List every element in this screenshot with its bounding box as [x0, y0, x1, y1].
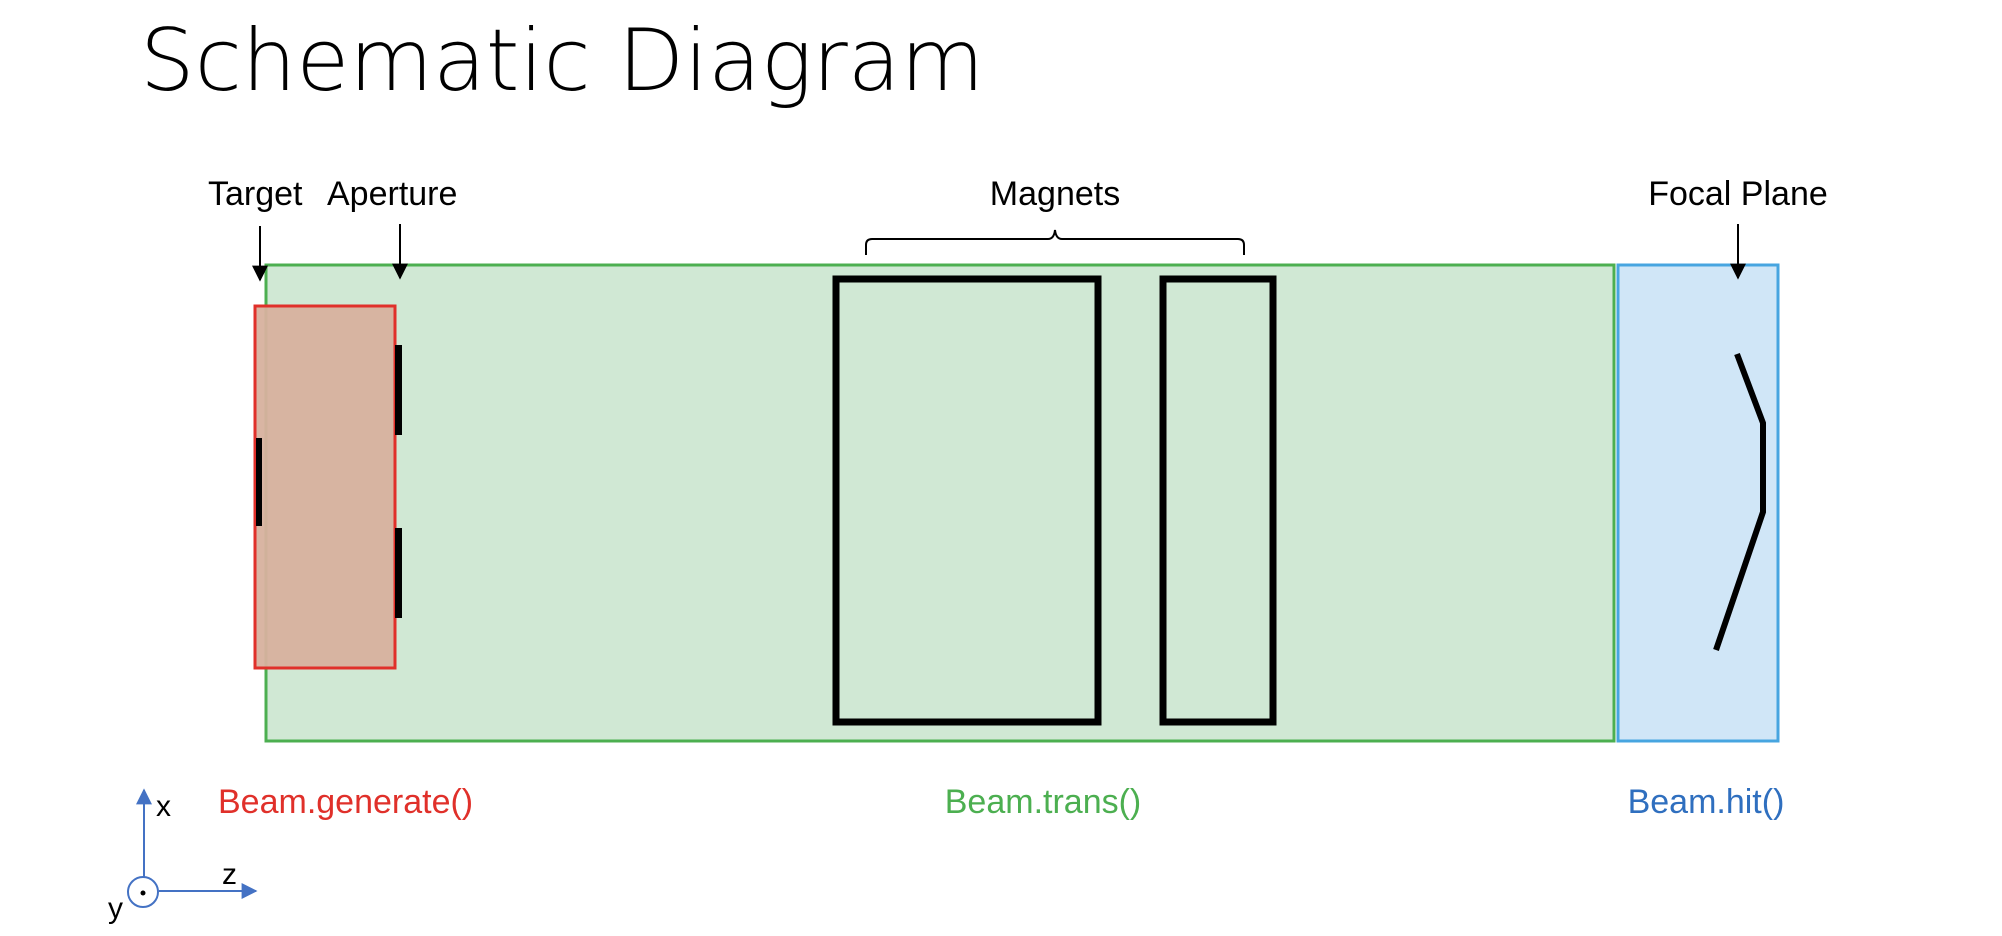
magnet-1	[832, 275, 1102, 726]
aperture-bar-bottom	[395, 528, 402, 618]
page-title: Schematic Diagram	[140, 11, 984, 111]
focal-plane-label: Focal Plane	[1648, 175, 1828, 213]
x-axis-label: x	[156, 790, 171, 823]
magnets-label: Magnets	[990, 175, 1120, 213]
y-axis-label: y	[108, 892, 123, 925]
hit-function-label: Beam.hit()	[1628, 783, 1785, 821]
focal-plane-detector	[1713, 352, 1766, 651]
aperture-label: Aperture	[327, 175, 457, 213]
magnets-brace	[865, 229, 1245, 255]
trans-function-label: Beam.trans()	[945, 783, 1142, 821]
target-label: Target	[208, 175, 303, 213]
target-bar	[256, 438, 262, 526]
coordinate-axes: x z y	[108, 788, 258, 925]
z-axis-label: z	[222, 858, 237, 891]
transport-region	[264, 263, 1616, 743]
aperture-bar-top	[395, 345, 402, 435]
focal-plane-region	[1616, 263, 1780, 743]
magnet-2	[1159, 275, 1277, 726]
generate-region	[253, 304, 397, 670]
y-axis-dot	[140, 890, 146, 896]
generate-function-label: Beam.generate()	[218, 783, 473, 821]
